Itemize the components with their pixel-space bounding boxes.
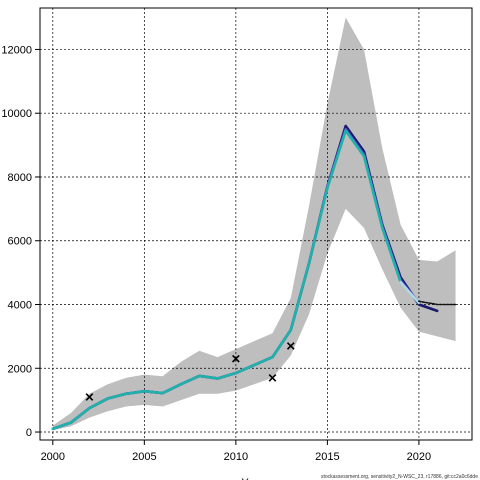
series-line-4: [399, 280, 421, 305]
confidence-band-layer: [52, 17, 456, 431]
y-tick-label-0: 0: [26, 427, 32, 439]
y-tick-label-10000: 10000: [1, 108, 32, 120]
series-line-3: [51, 129, 402, 431]
x-tick-label-2020: 2020: [407, 451, 431, 463]
data-point-2: [231, 354, 240, 363]
data-point-4: [286, 342, 295, 350]
y-tick-label-4000: 4000: [8, 300, 32, 312]
plot-frame: [39, 7, 473, 441]
data-point-3: [268, 373, 277, 382]
data-point-stroke-b: [286, 342, 295, 350]
y-tick-label-12000: 12000: [1, 44, 32, 56]
data-point-1: [85, 393, 94, 401]
x-tick-label-2005: 2005: [132, 451, 156, 463]
y-tick-label-6000: 6000: [8, 236, 32, 248]
x-tick-label-2000: 2000: [41, 451, 65, 463]
y-tick-label-2000: 2000: [8, 363, 32, 375]
footer-text: stockassessment.org, sensitivity2_N-WSC_…: [321, 474, 478, 480]
y-tick-label-8000: 8000: [8, 172, 32, 184]
x-tick-label-2010: 2010: [224, 451, 248, 463]
x-axis-label: Y: [241, 477, 249, 480]
data-point-stroke-b: [85, 393, 94, 401]
confidence-band: [52, 17, 456, 431]
ticks-layer: 2000 2005 2010 2015 2020 0 2000 4000 6000 8000 100…: [1, 44, 431, 463]
series-layer: [51, 124, 457, 431]
points-layer: [85, 342, 295, 401]
series-line-5: [418, 300, 457, 306]
x-tick-label-2015: 2015: [315, 451, 339, 463]
data-point-stroke-b: [268, 373, 277, 382]
grid-layer: [40, 8, 472, 440]
data-point-stroke-b: [231, 354, 240, 363]
